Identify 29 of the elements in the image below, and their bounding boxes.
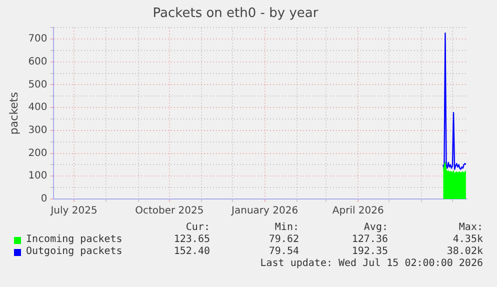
x-tick-label: October 2025 xyxy=(135,206,204,217)
text: Avg: xyxy=(364,222,388,234)
text: Min: xyxy=(274,222,299,234)
text: Cur: xyxy=(186,222,210,234)
chart-title: Packets on eth0 - by year xyxy=(152,6,319,22)
text: 152.40 xyxy=(174,246,210,258)
y-axis-title: packets xyxy=(7,92,20,135)
y-tick-label: 200 xyxy=(28,148,48,159)
text: Max: xyxy=(458,222,483,234)
text: 127.36 xyxy=(352,234,388,246)
y-tick-label: 600 xyxy=(28,56,48,68)
x-tick-label: April 2026 xyxy=(332,206,384,217)
legend-label: Outgoing packets xyxy=(26,246,122,258)
text: 123.65 xyxy=(174,234,210,246)
y-tick-label: 700 xyxy=(28,34,48,45)
text: 79.54 xyxy=(268,246,299,258)
y-tick-label: 300 xyxy=(28,125,48,136)
text: 192.35 xyxy=(352,246,388,258)
y-tick-label: 500 xyxy=(28,79,48,90)
y-tick-label: 400 xyxy=(28,102,48,114)
x-tick-label: January 2026 xyxy=(230,206,298,217)
legend-label: Incoming packets xyxy=(26,234,122,246)
text: Last update: Wed Jul 15 02:00:00 2026 xyxy=(260,258,483,270)
y-tick-label: 0 xyxy=(40,194,48,205)
x-tick-label: July 2025 xyxy=(50,206,98,217)
text: 4.35k xyxy=(452,234,483,246)
y-tick-label: 100 xyxy=(28,170,48,182)
text: 79.62 xyxy=(268,234,299,246)
text: 38.02k xyxy=(446,246,483,258)
